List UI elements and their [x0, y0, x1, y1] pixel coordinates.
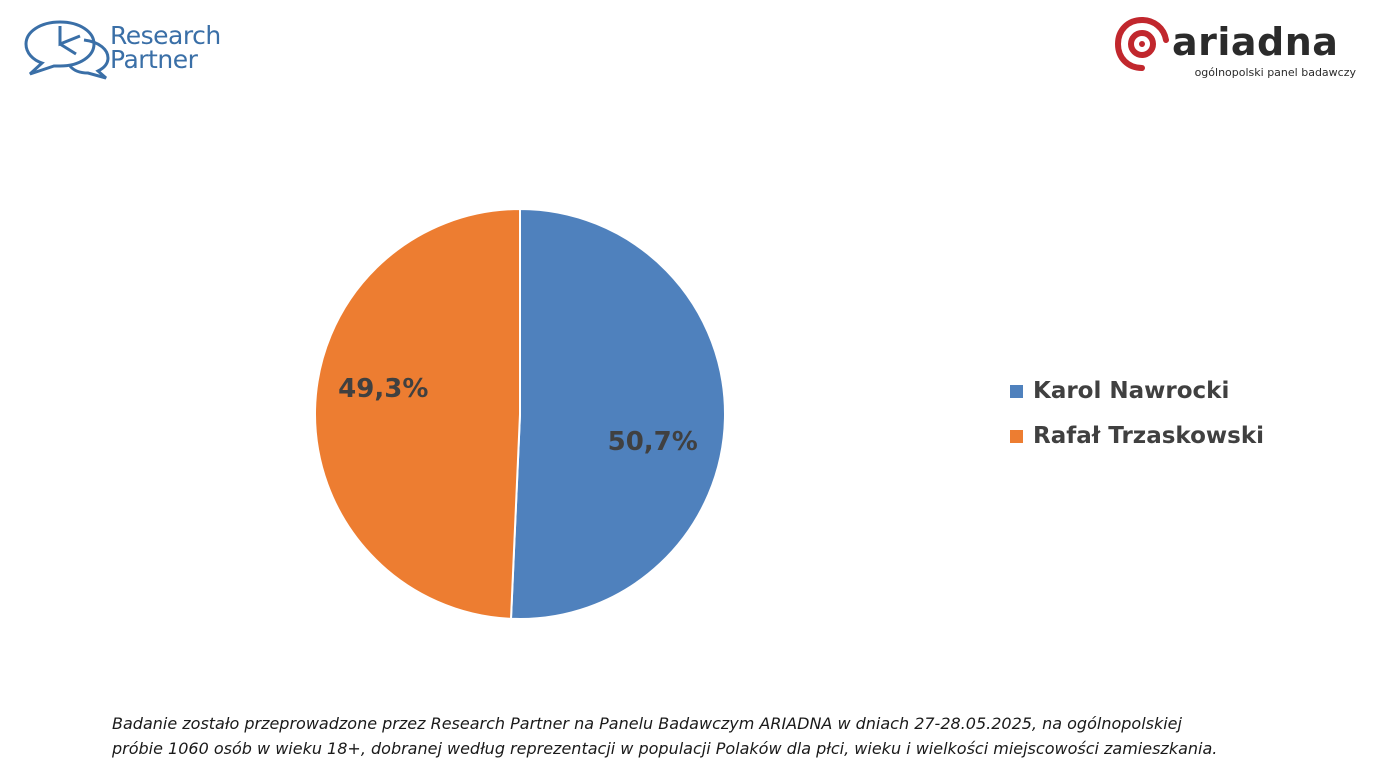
legend-item-karol-nawrocki: Karol Nawrocki: [1010, 376, 1264, 406]
research-partner-logo: Research Partner: [22, 16, 242, 80]
note-line: Badanie zostało przeprowadzone przez Res…: [112, 714, 1182, 733]
legend-swatch: [1010, 384, 1023, 398]
chart-legend: Karol Nawrocki Rafał Trzaskowski: [1010, 376, 1264, 466]
ariadna-tagline: ogólnopolski panel badawczy: [1194, 66, 1356, 79]
ariadna-wordmark: ariadna: [1172, 20, 1339, 64]
legend-label: Rafał Trzaskowski: [1033, 423, 1264, 449]
legend-item-rafal-trzaskowski: Rafał Trzaskowski: [1010, 421, 1264, 451]
legend-label: Karol Nawrocki: [1033, 378, 1230, 404]
ariadna-logo: ariadna ogólnopolski panel badawczy: [1114, 16, 1364, 84]
data-label: 49,3%: [338, 374, 428, 404]
ariadna-spiral-icon: [1114, 16, 1169, 71]
methodology-note: Badanie zostało przeprowadzone przez Res…: [112, 711, 1312, 761]
research-partner-wordmark: Research Partner: [110, 21, 221, 74]
data-label: 50,7%: [608, 427, 698, 457]
legend-swatch: [1010, 429, 1023, 443]
note-line: próbie 1060 osób w wieku 18+, dobranej w…: [112, 739, 1218, 758]
pie-slice-karol-nawrocki: [509, 207, 726, 620]
speech-bubbles-icon: [24, 20, 110, 80]
pie-slice-rafa-trzaskowski: [314, 207, 521, 620]
